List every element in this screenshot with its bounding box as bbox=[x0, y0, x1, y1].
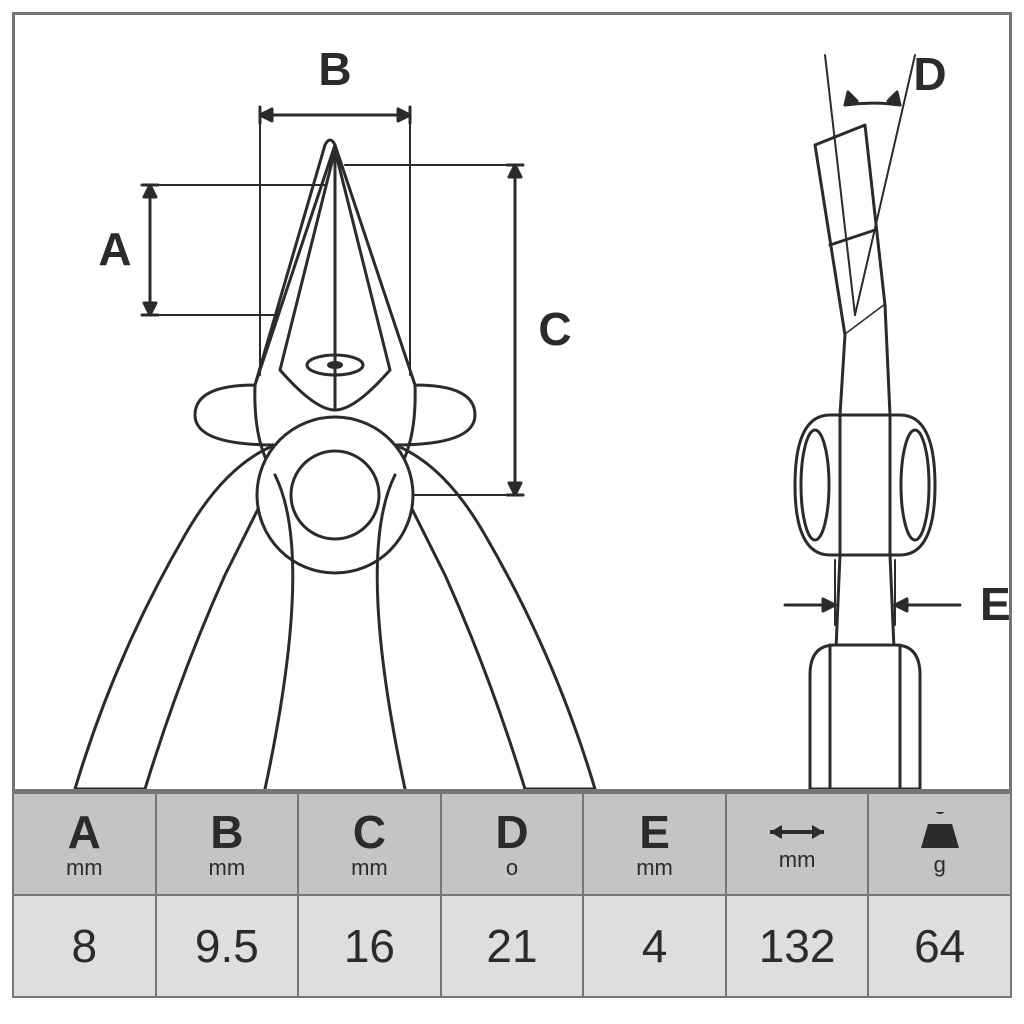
col-header-weight: g bbox=[868, 793, 1011, 895]
specs-table: A mm B mm C mm D o E mm bbox=[12, 792, 1012, 998]
dim-label-e: E bbox=[980, 578, 1009, 630]
col-header-c: C mm bbox=[298, 793, 441, 895]
val-a: 8 bbox=[13, 895, 156, 997]
val-weight: 64 bbox=[868, 895, 1011, 997]
col-header-length: mm bbox=[726, 793, 869, 895]
length-arrow-icon bbox=[762, 817, 832, 847]
weight-icon bbox=[917, 812, 963, 852]
dim-label-a: A bbox=[98, 223, 131, 275]
col-header-d: D o bbox=[441, 793, 584, 895]
val-c: 16 bbox=[298, 895, 441, 997]
col-header-b: B mm bbox=[156, 793, 299, 895]
val-e: 4 bbox=[583, 895, 726, 997]
col-header-a: A mm bbox=[13, 793, 156, 895]
table-value-row: 8 9.5 16 21 4 132 64 bbox=[13, 895, 1011, 997]
dim-label-b: B bbox=[318, 43, 351, 95]
table-header-row: A mm B mm C mm D o E mm bbox=[13, 793, 1011, 895]
val-b: 9.5 bbox=[156, 895, 299, 997]
val-length: 132 bbox=[726, 895, 869, 997]
technical-drawing: A B C D E bbox=[12, 12, 1012, 792]
dim-label-c: C bbox=[538, 303, 571, 355]
val-d: 21 bbox=[441, 895, 584, 997]
col-header-e: E mm bbox=[583, 793, 726, 895]
dim-label-d: D bbox=[913, 48, 946, 100]
